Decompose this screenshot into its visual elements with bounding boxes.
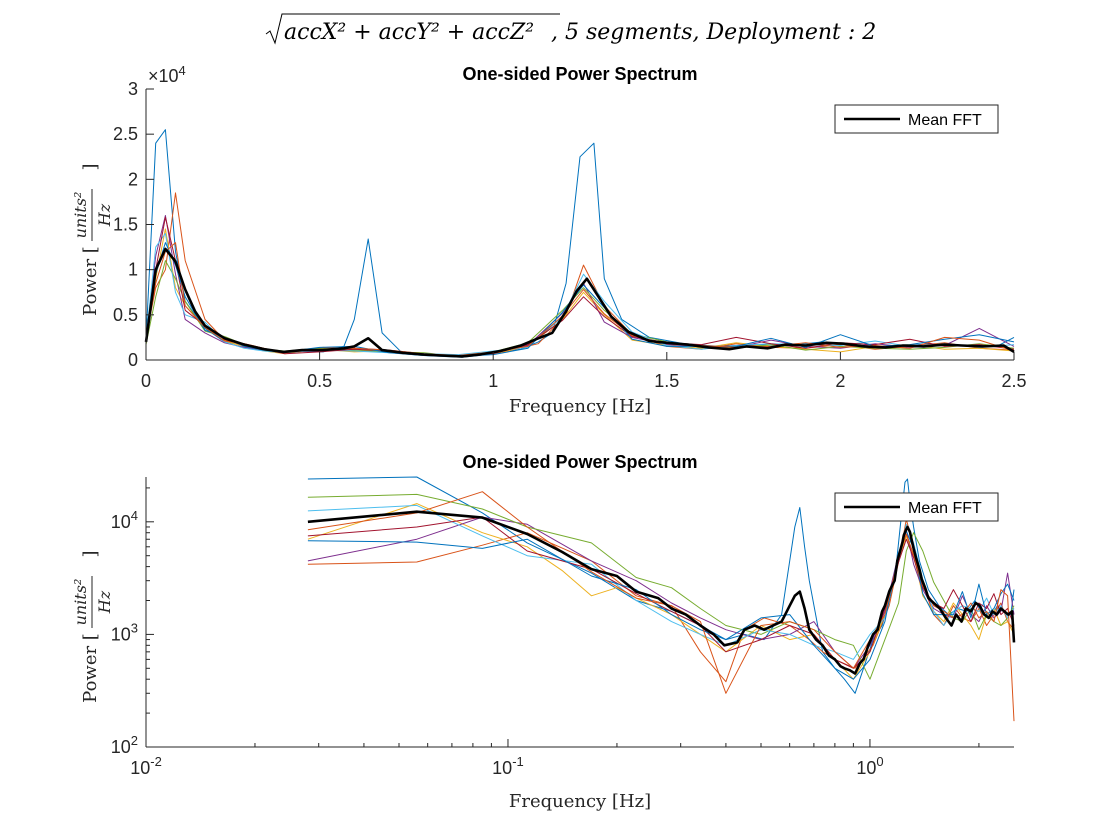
bottom-y-tick-label: 102 bbox=[111, 733, 138, 757]
top-x-tick-label: 0 bbox=[141, 371, 151, 391]
figure-suptitle: accX² + accY² + accZ² , 5 segments, Depl… bbox=[265, 13, 876, 45]
bottom-series-segment-4 bbox=[307, 516, 1015, 669]
top-legend[interactable]: Mean FFT bbox=[834, 104, 999, 134]
bottom-series-segment-8 bbox=[307, 530, 1015, 680]
top-legend-label: Mean FFT bbox=[908, 112, 982, 129]
top-x-tick-label: 0.5 bbox=[307, 371, 332, 391]
top-series-segment-8 bbox=[145, 242, 1015, 357]
bottom-y-label-denominator: Hz bbox=[95, 590, 114, 614]
top-series-group bbox=[144, 129, 1015, 358]
bottom-y-label-prefix: Power [ bbox=[80, 633, 101, 703]
bottom-y-axis-label: Power [ units² Hz ] bbox=[71, 550, 114, 702]
suptitle-radicand: accX² + accY² + accZ² bbox=[284, 20, 534, 45]
bottom-axes: One-sided Power Spectrum 10-2 10-1 1001021… bbox=[71, 452, 1016, 812]
top-y-tick-label: 0.5 bbox=[113, 305, 138, 325]
suptitle-rest: , 5 segments, Deployment : 2 bbox=[551, 20, 876, 45]
bottom-x-tick-label: 10-2 bbox=[130, 754, 162, 778]
top-ticks-group: 0 0.5 1 1.5 2 2.5 0 0.5 1 1.5 2 2.5 3 bbox=[113, 79, 1027, 391]
bottom-x-axis-label: Frequency [Hz] bbox=[509, 791, 651, 812]
bottom-y-tick-label: 104 bbox=[111, 508, 138, 532]
top-y-tick-label: 3 bbox=[128, 79, 138, 99]
top-y-tick-label: 2 bbox=[128, 169, 138, 189]
top-y-multiplier: ×104 bbox=[148, 63, 186, 86]
top-y-label-numerator: units² bbox=[71, 192, 90, 239]
top-y-label-denominator: Hz bbox=[95, 203, 114, 227]
top-y-tick-label: 1.5 bbox=[113, 215, 138, 235]
top-y-tick-label: 0 bbox=[128, 350, 138, 370]
bottom-x-tick-label: 100 bbox=[856, 754, 883, 778]
top-y-axis-label: Power [ units² Hz ] bbox=[71, 163, 114, 315]
sqrt-sign bbox=[265, 13, 560, 45]
top-x-tick-label: 2 bbox=[835, 371, 845, 391]
bottom-legend-label: Mean FFT bbox=[908, 500, 982, 517]
top-chart-title: One-sided Power Spectrum bbox=[462, 64, 697, 84]
bottom-series-segment-5 bbox=[307, 493, 1015, 680]
top-y-label-suffix: ] bbox=[80, 163, 101, 170]
top-y-tick-label: 2.5 bbox=[113, 124, 138, 144]
bottom-ticks-group: 10-2 10-1 100 102 103 104 bbox=[111, 487, 980, 778]
bottom-series-group bbox=[307, 476, 1016, 722]
top-x-tick-label: 2.5 bbox=[1001, 371, 1026, 391]
bottom-y-label-suffix: ] bbox=[80, 550, 101, 557]
bottom-series-segment-6 bbox=[307, 504, 1015, 660]
bottom-y-tick-label: 103 bbox=[111, 620, 138, 644]
top-y-label-prefix: Power [ bbox=[80, 246, 101, 316]
top-series-mean-fft bbox=[144, 247, 1015, 358]
top-x-axis-label: Frequency [Hz] bbox=[509, 396, 651, 417]
bottom-legend[interactable]: Mean FFT bbox=[834, 492, 999, 522]
bottom-series-mean-fft bbox=[307, 510, 1016, 675]
top-x-tick-label: 1.5 bbox=[654, 371, 679, 391]
top-y-tick-label: 1 bbox=[128, 260, 138, 280]
bottom-x-tick-label: 10-1 bbox=[492, 754, 524, 778]
top-plot-area bbox=[146, 89, 1014, 360]
top-axes: One-sided Power Spectrum 0 0.5 1 1.5 2 2.5 0 0.… bbox=[71, 63, 1027, 417]
bottom-chart-title: One-sided Power Spectrum bbox=[462, 452, 697, 472]
bottom-y-label-numerator: units² bbox=[71, 579, 90, 626]
bottom-series-segment-9 bbox=[307, 491, 1015, 722]
top-x-tick-label: 1 bbox=[488, 371, 498, 391]
bottom-plot-area bbox=[146, 477, 1014, 747]
